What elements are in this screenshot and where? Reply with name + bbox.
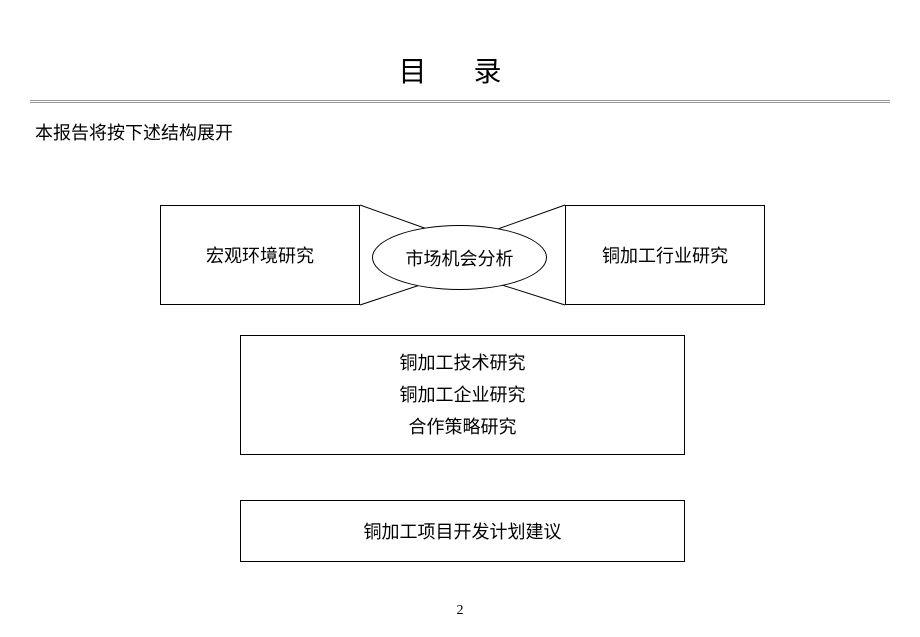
right-box-node: 铜加工行业研究 [565,205,765,305]
left-box-label: 宏观环境研究 [206,242,314,268]
connector-line [360,285,420,305]
middle-box-line-1: 铜加工技术研究 [400,347,526,379]
page-number: 2 [0,603,920,619]
bottom-box-node: 铜加工项目开发计划建议 [240,500,685,562]
bottom-box-label: 铜加工项目开发计划建议 [364,518,562,544]
title-divider [30,100,890,104]
title-section: 目 录 [0,0,920,90]
connector-line [360,205,430,230]
left-box-node: 宏观环境研究 [160,205,360,305]
right-box-label: 铜加工行业研究 [602,242,728,268]
page-title: 目 录 [0,50,920,90]
flowchart-diagram: 宏观环境研究 市场机会分析 铜加工行业研究 铜加工技术研究 铜加工企业研究 合作… [0,145,920,625]
middle-box-node: 铜加工技术研究 铜加工企业研究 合作策略研究 [240,335,685,455]
subtitle-text: 本报告将按下述结构展开 [35,119,920,145]
center-ellipse-node: 市场机会分析 [372,225,547,290]
center-ellipse-label: 市场机会分析 [406,245,514,271]
middle-box-line-3: 合作策略研究 [409,411,517,443]
connector-line [495,205,565,230]
middle-box-line-2: 铜加工企业研究 [400,379,526,411]
connector-line [502,285,565,305]
